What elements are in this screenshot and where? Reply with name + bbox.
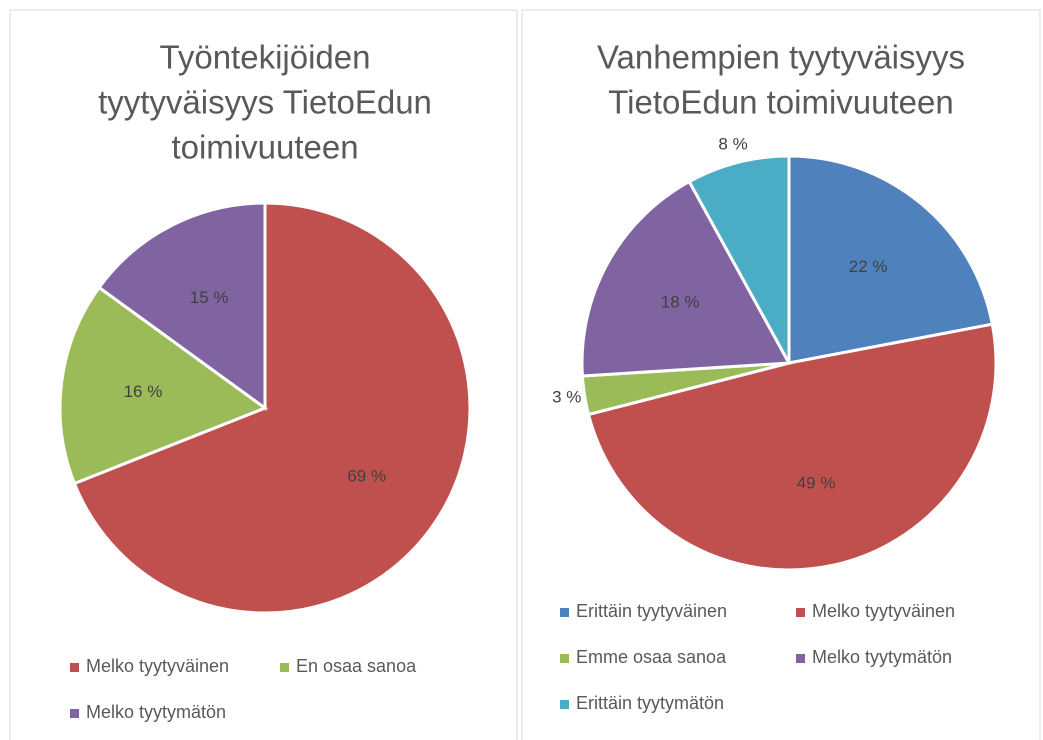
data-label: 22 % (849, 257, 888, 276)
legend-swatch (796, 608, 805, 617)
panel-border (9, 9, 518, 740)
chart-title: TietoEdun toimivuuteen (608, 84, 954, 121)
chart-title: Vanhempien tyytyväisyys (597, 39, 965, 76)
pie-slice (787, 154, 995, 365)
data-label: 15 % (190, 288, 229, 307)
chart-title: toimivuuteen (171, 129, 358, 166)
legend-swatch (280, 663, 289, 672)
data-label: 69 % (347, 467, 386, 486)
chart-title: Työntekijöiden (160, 39, 371, 76)
legend-swatch (796, 654, 805, 663)
legend-label: Melko tyytyväinen (812, 601, 955, 621)
data-label: 3 % (552, 388, 581, 407)
data-label: 18 % (661, 293, 700, 312)
legend-label: En osaa sanoa (296, 656, 417, 676)
chart-title: tyytyväisyys TietoEdun (98, 84, 432, 121)
data-label: 8 % (718, 135, 747, 154)
legend-swatch (70, 663, 79, 672)
pie-slice (687, 154, 791, 364)
legend-swatch (560, 654, 569, 663)
legend-label: Melko tyytyväinen (86, 656, 229, 676)
pie-slice (58, 285, 269, 486)
pie-slice (580, 179, 792, 378)
panel-border (521, 9, 1041, 740)
pie-slice (72, 201, 472, 615)
pie-slice (97, 201, 267, 411)
data-label: 49 % (797, 474, 836, 493)
legend-label: Erittäin tyytymätön (576, 693, 724, 713)
data-label: 16 % (124, 382, 163, 401)
pie-slice (586, 322, 998, 572)
legend-swatch (70, 709, 79, 718)
legend-swatch (560, 700, 569, 709)
legend-label: Emme osaa sanoa (576, 647, 727, 667)
legend-label: Melko tyytymätön (86, 702, 226, 722)
legend-label: Erittäin tyytyväinen (576, 601, 727, 621)
legend-swatch (560, 608, 569, 617)
legend-label: Melko tyytymätön (812, 647, 952, 667)
